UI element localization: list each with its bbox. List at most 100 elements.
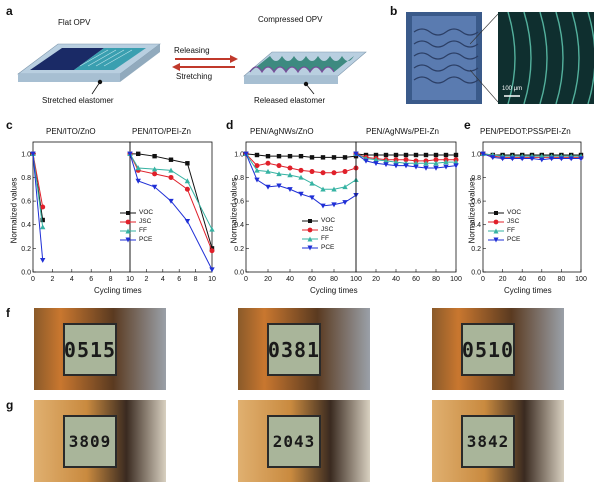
legend-swatch-jsc <box>120 219 136 224</box>
chart-1-xtick-label-3: 6 <box>177 276 181 283</box>
legend-label-voc: VOC <box>139 209 154 216</box>
chart-4-series-pce-point <box>539 157 545 163</box>
chart-3-series-pce-point <box>403 163 409 169</box>
chart-2-series-pce-point <box>265 184 271 190</box>
legend-label-pce: PCE <box>321 244 335 251</box>
panel-f-label: f <box>6 306 10 320</box>
legend-entry-ff: FF <box>120 226 153 235</box>
panel-a-illustration <box>17 43 367 95</box>
legend-label-voc: VOC <box>321 217 336 224</box>
chart-0-xtick-label-3: 6 <box>89 276 93 283</box>
chart-3-series-ff-point <box>413 160 419 166</box>
chart-1-series-jsc-point <box>184 186 190 192</box>
chart-2-series-jsc-point <box>265 160 271 166</box>
chart-0-series-pce-point <box>40 257 46 263</box>
chart-2-series-ff-point <box>254 167 260 173</box>
legend-entry-voc: VOC <box>120 208 153 217</box>
chart-2-ytick-label-5: 1.0 <box>234 151 244 158</box>
legend-label-ff: FF <box>139 227 147 234</box>
chart-3-series-pce-point <box>383 162 389 168</box>
legend-entry-voc: VOC <box>488 208 521 217</box>
chart-0-ytick-label-2: 0.4 <box>21 222 31 229</box>
chart-1-series-voc-point <box>168 157 174 162</box>
chart-3-series-voc-point <box>373 152 379 158</box>
legend-entry-pce: PCE <box>488 235 521 244</box>
chart-1-series-pce-point <box>127 151 133 157</box>
chart-2-series-ff-point <box>298 174 304 180</box>
legend-label-jsc: JSC <box>507 218 520 225</box>
legend-swatch-ff <box>120 228 136 233</box>
chart-2-ytick-label-0: 0.0 <box>234 270 244 277</box>
chart-1-series-voc-point <box>185 161 190 166</box>
chart-2-series-voc-point <box>309 155 315 160</box>
chart-1-series-jsc-line <box>129 153 213 251</box>
chart-4-series-pce-point <box>499 156 506 162</box>
chart-4-series-pce-point <box>480 151 486 157</box>
chart-0-ytick-label-3: 0.6 <box>21 199 31 206</box>
legend-entry-pce: PCE <box>120 235 153 244</box>
chart-3-series-pce-point <box>433 165 439 171</box>
stretching-label: Stretching <box>176 72 213 81</box>
chart-3-series-ff-point <box>443 159 449 165</box>
flat-opv-device <box>17 43 161 95</box>
chart-1-xtick-label-5: 10 <box>208 276 216 283</box>
chart-2-xtick-label-3: 60 <box>308 276 316 283</box>
chart-3-series-ff-point <box>433 160 439 166</box>
multimeter-f-3-display: 0510 <box>461 323 515 376</box>
xlabel-c: Cycling times <box>94 286 142 295</box>
chart-3-series-pce-point <box>363 158 369 164</box>
chart-0-series-ff-point <box>40 224 46 230</box>
chart-0-series-pce-line <box>32 153 44 261</box>
legend-swatch-pce <box>120 237 136 242</box>
chart-1-series-voc-point <box>152 153 157 159</box>
legend-swatch-voc <box>488 210 504 215</box>
chart-3-series-jsc-point <box>433 157 439 163</box>
legend-swatch-jsc <box>488 219 504 224</box>
chart-0-xtick-label-5: 10 <box>126 276 134 283</box>
chart-3-series-voc-point <box>383 152 389 158</box>
chart-2-xtick-label-0: 0 <box>244 276 248 283</box>
chart-1-series-pce-point <box>184 218 191 224</box>
chart-2-series-voc-point <box>287 153 293 159</box>
multimeter-g-2-display: 2043 <box>267 415 321 468</box>
chart-2-series-pce-point <box>276 183 282 189</box>
chart-4-xtick-label-1: 20 <box>499 276 507 283</box>
chart-3-xtick-label-5: 100 <box>450 276 462 283</box>
chart-1-series-pce-line <box>129 153 213 270</box>
chart-2-series-pce-point <box>298 191 304 197</box>
chart-title-agnws-peizn: PEN/AgNWs/PEI-Zn <box>366 127 439 136</box>
chart-0-series-ff-line <box>32 153 44 228</box>
chart-2-series-jsc-point <box>342 169 348 175</box>
chart-title-pedot: PEN/PEDOT:PSS/PEI-Zn <box>480 127 571 136</box>
chart-1-frame <box>129 141 213 273</box>
chart-3-series-voc-point <box>443 152 449 158</box>
chart-2-series-pce-point <box>309 195 315 201</box>
chart-3-series-ff-point <box>373 157 379 162</box>
chart-1-series-ff-point <box>209 226 215 232</box>
chart-4-series-pce-point <box>529 156 535 162</box>
chart-1-series-ff-point <box>151 166 158 172</box>
chart-3-series-voc-point <box>433 152 439 158</box>
chart-2-series-ff-point <box>276 171 282 177</box>
chart-2-series-voc-point <box>254 152 260 158</box>
multimeter-g-1-display: 3809 <box>63 415 117 468</box>
chart-2-series-ff-point <box>309 180 315 186</box>
compressed-opv-label: Compressed OPV <box>258 15 323 24</box>
scale-bar-label: 100 μm <box>502 86 523 92</box>
chart-0-xtick-label-0: 0 <box>31 276 35 283</box>
chart-4-xtick-label-0: 0 <box>481 276 485 283</box>
chart-3-series-voc-point <box>403 152 409 158</box>
chart-3-xtick-label-4: 80 <box>432 276 440 283</box>
chart-4-series-pce-point <box>519 156 525 162</box>
chart-2-series-jsc-point <box>298 167 304 173</box>
chart-3-xtick-label-2: 40 <box>392 276 400 283</box>
ylabel-e: Normalized values <box>467 177 477 244</box>
chart-3-series-voc-point <box>423 152 429 158</box>
legend-c: VOC JSC FF PCE <box>120 208 153 244</box>
legend-entry-ff: FF <box>302 234 335 243</box>
chart-1-series-voc-point <box>136 151 141 157</box>
multimeter-f-1: 0515 <box>34 308 166 390</box>
chart-1-xtick-label-2: 4 <box>161 276 165 283</box>
chart-1-xtick-label-4: 8 <box>194 276 198 283</box>
legend-e: VOC JSC FF PCE <box>488 208 521 244</box>
